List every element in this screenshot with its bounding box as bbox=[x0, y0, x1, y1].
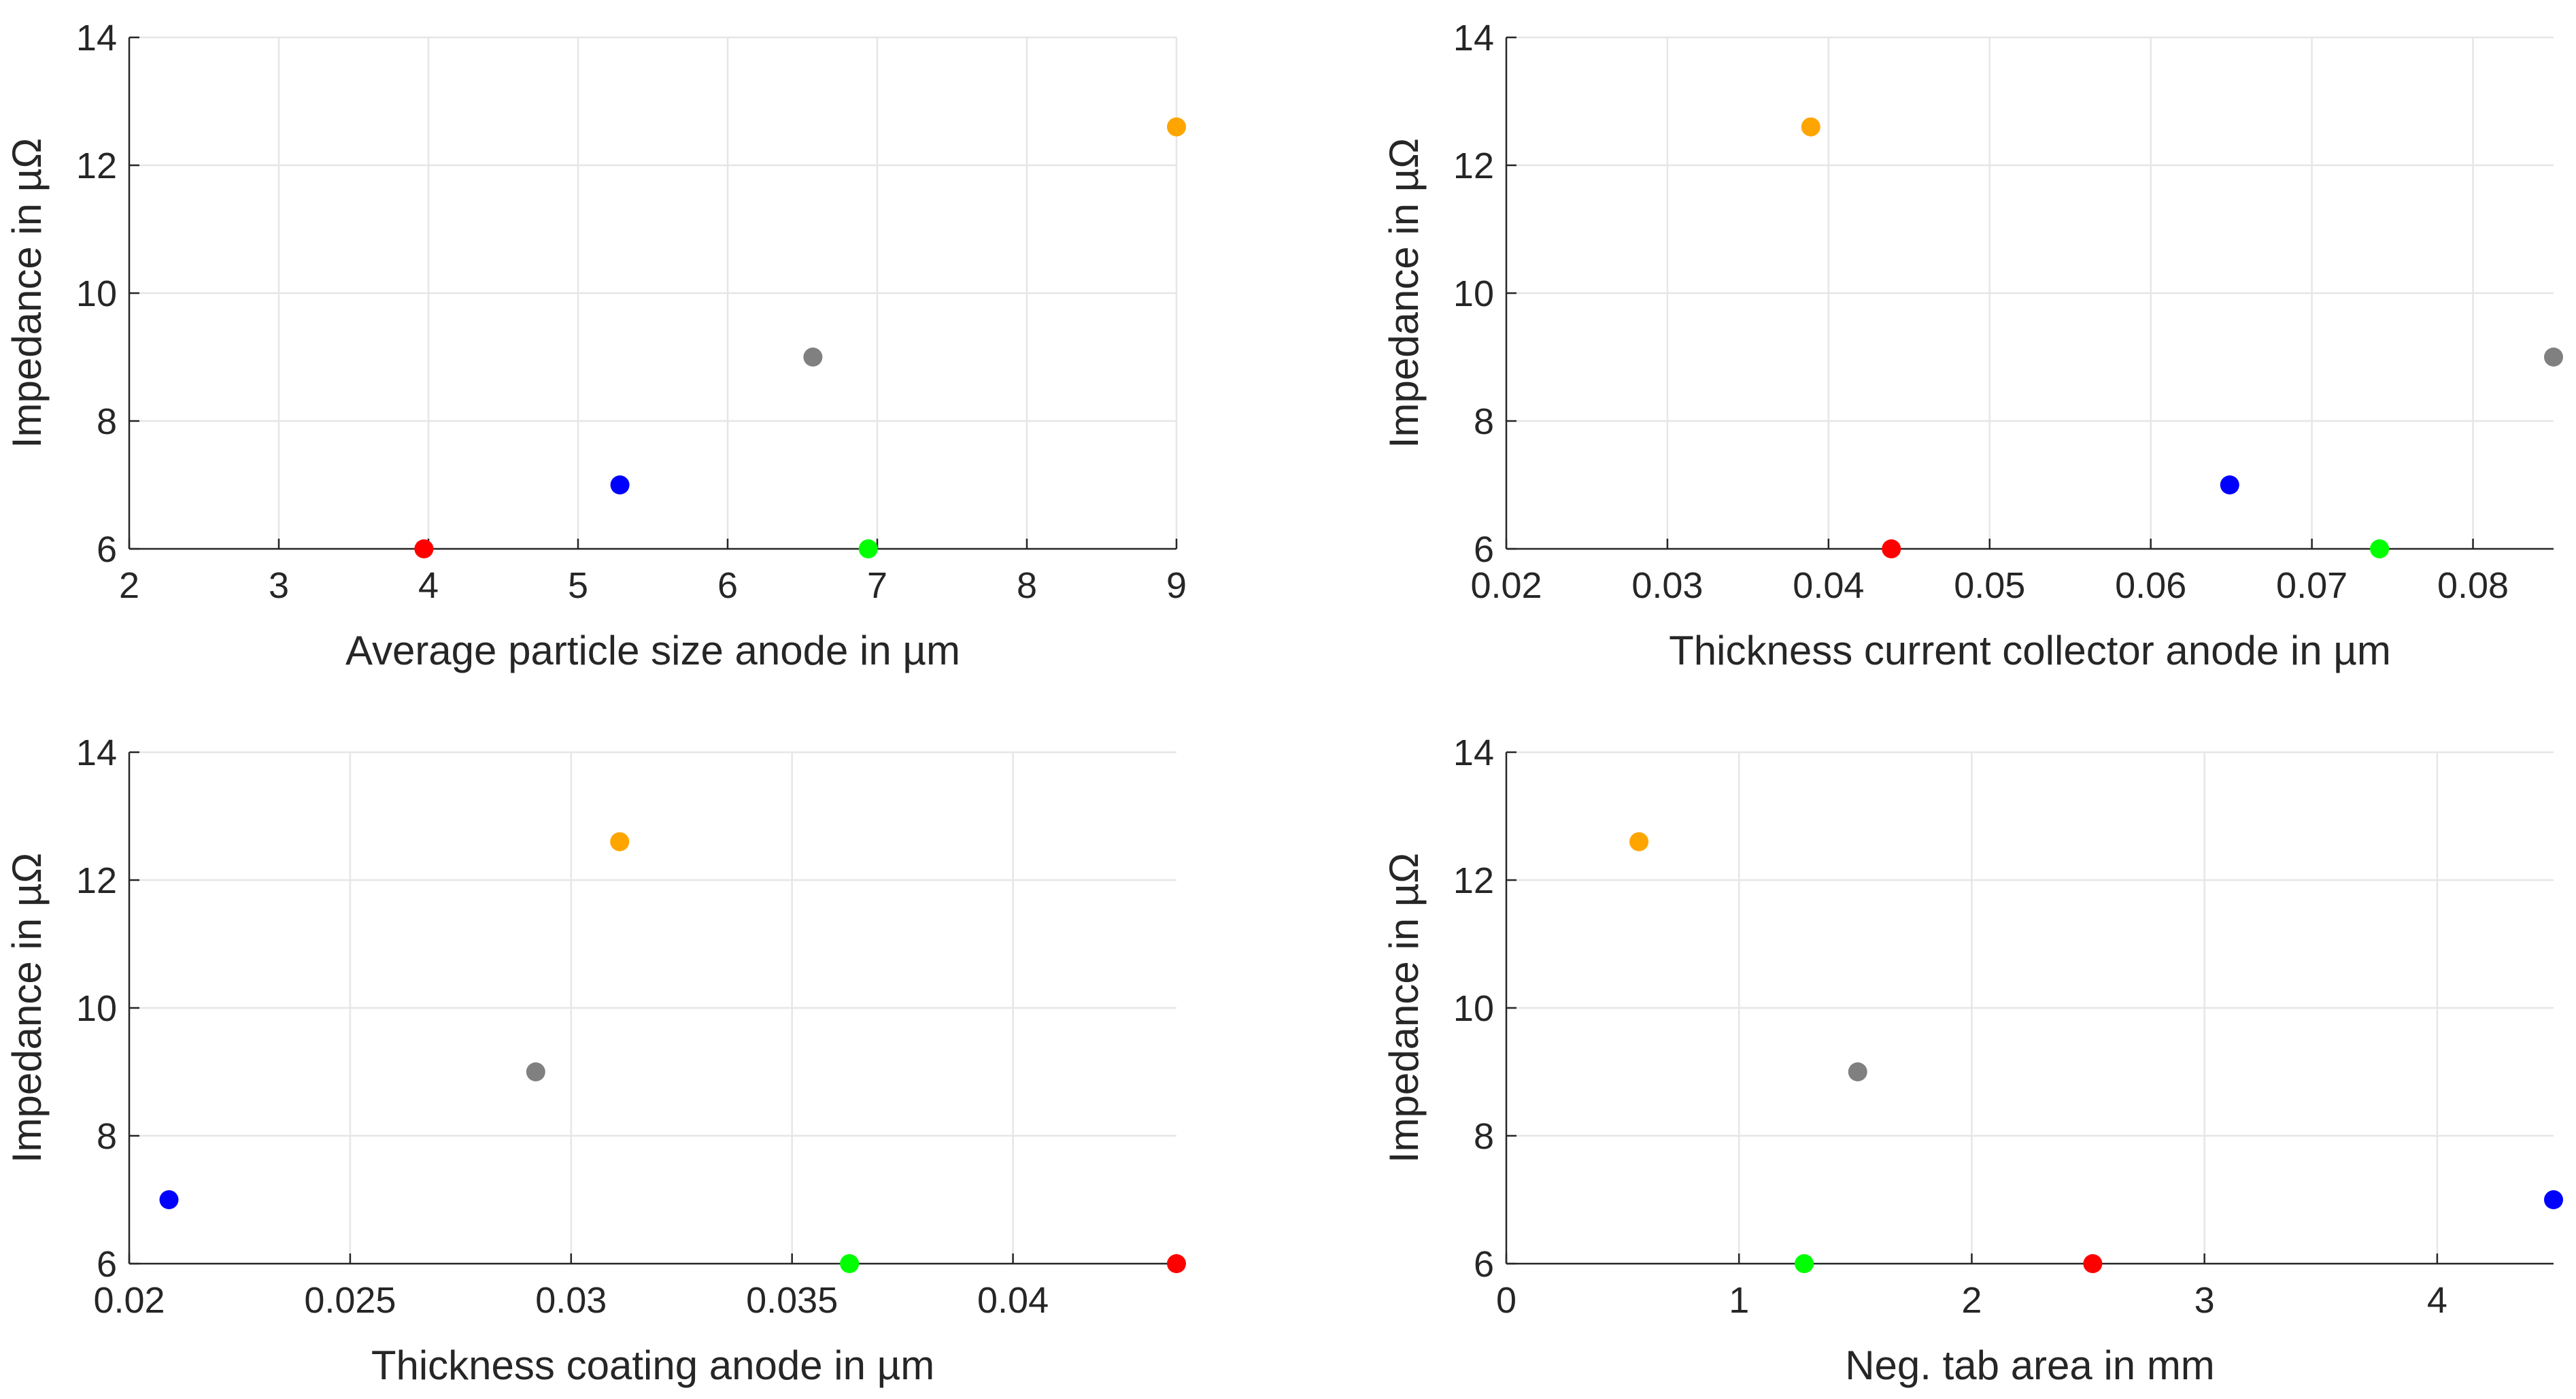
x-tick-label: 0.05 bbox=[1954, 565, 2025, 606]
x-tick-label: 0.06 bbox=[2115, 565, 2186, 606]
y-tick-label: 10 bbox=[76, 988, 117, 1029]
y-tick-label: 10 bbox=[1453, 988, 1494, 1029]
x-tick-label: 0.035 bbox=[746, 1280, 838, 1321]
y-axis-label: Impedance in µΩ bbox=[4, 138, 50, 448]
y-tick-label: 14 bbox=[76, 732, 117, 773]
x-tick-label: 2 bbox=[1961, 1280, 1982, 1321]
y-tick-label: 14 bbox=[1453, 18, 1494, 58]
y-tick-label: 14 bbox=[1453, 732, 1494, 773]
x-axis-label: Average particle size anode in µm bbox=[345, 628, 960, 673]
data-point bbox=[2544, 348, 2563, 367]
x-axis-label: Neg. tab area in mm bbox=[1845, 1343, 2215, 1388]
y-tick-label: 12 bbox=[1453, 146, 1494, 186]
x-tick-label: 0.04 bbox=[977, 1280, 1049, 1321]
x-tick-label: 8 bbox=[1017, 565, 1037, 606]
y-axis-label: Impedance in µΩ bbox=[1381, 138, 1427, 448]
x-tick-label: 0.03 bbox=[1631, 565, 1703, 606]
data-point bbox=[159, 1190, 179, 1209]
x-tick-label: 9 bbox=[1166, 565, 1187, 606]
y-tick-label: 12 bbox=[76, 860, 117, 901]
chart-panel-3: 0.02 0.025 0.03 0.035 0.04 6 8 10 12 14 Thickness … bbox=[4, 732, 1186, 1388]
y-axis-label: Impedance in µΩ bbox=[1381, 853, 1427, 1163]
y-tick-label: 8 bbox=[1474, 401, 1494, 442]
y-tick-label: 10 bbox=[76, 273, 117, 314]
x-tick-label: 0.04 bbox=[1793, 565, 1864, 606]
x-tick-label: 0.08 bbox=[2437, 565, 2509, 606]
data-point bbox=[1795, 1254, 1814, 1273]
y-tick-label: 6 bbox=[97, 1244, 117, 1285]
data-point bbox=[840, 1254, 860, 1273]
y-tick-label: 6 bbox=[1474, 529, 1494, 570]
x-tick-label: 4 bbox=[2427, 1280, 2447, 1321]
x-tick-label: 0.02 bbox=[93, 1280, 165, 1321]
data-point bbox=[2544, 1190, 2563, 1209]
data-point bbox=[610, 475, 630, 494]
x-axis-label: Thickness coating anode in µm bbox=[371, 1343, 934, 1388]
y-axis-label: Impedance in µΩ bbox=[4, 853, 50, 1163]
data-point bbox=[1167, 1254, 1186, 1273]
y-tick-label: 14 bbox=[76, 18, 117, 58]
x-tick-label: 2 bbox=[119, 565, 139, 606]
y-tick-label: 10 bbox=[1453, 273, 1494, 314]
data-point bbox=[2370, 539, 2390, 558]
x-tick-label: 1 bbox=[1729, 1280, 1749, 1321]
chart-panel-1: 2 3 4 5 6 7 8 9 6 8 10 12 14 Average particle size an… bbox=[4, 18, 1187, 673]
data-point bbox=[1629, 832, 1649, 852]
data-point bbox=[1882, 539, 1901, 558]
x-axis-label: Thickness current collector anode in µm bbox=[1669, 628, 2391, 673]
data-point bbox=[526, 1062, 545, 1081]
data-point bbox=[1801, 117, 1820, 137]
x-tick-label: 0.02 bbox=[1470, 565, 1542, 606]
x-tick-label: 0.07 bbox=[2276, 565, 2348, 606]
x-tick-label: 0 bbox=[1496, 1280, 1516, 1321]
x-tick-label: 0.025 bbox=[304, 1280, 396, 1321]
x-tick-label: 3 bbox=[2194, 1280, 2215, 1321]
x-tick-label: 7 bbox=[867, 565, 887, 606]
y-tick-label: 8 bbox=[97, 1116, 117, 1157]
y-tick-label: 6 bbox=[97, 529, 117, 570]
x-tick-label: 6 bbox=[717, 565, 738, 606]
y-tick-label: 12 bbox=[76, 146, 117, 186]
y-tick-label: 8 bbox=[1474, 1116, 1494, 1157]
data-point bbox=[2083, 1254, 2103, 1273]
x-tick-label: 0.03 bbox=[535, 1280, 607, 1321]
data-point bbox=[803, 348, 823, 367]
y-tick-label: 8 bbox=[97, 401, 117, 442]
x-tick-label: 5 bbox=[568, 565, 588, 606]
y-tick-label: 12 bbox=[1453, 860, 1494, 901]
chart-panel-2: 0.02 0.03 0.04 0.05 0.06 0.07 0.08 6 8 10 12 14 Thic… bbox=[1381, 18, 2563, 673]
data-point bbox=[1167, 117, 1186, 137]
data-point bbox=[858, 539, 878, 558]
x-tick-label: 3 bbox=[269, 565, 289, 606]
data-point bbox=[2220, 475, 2239, 494]
data-point bbox=[414, 539, 434, 558]
x-tick-label: 4 bbox=[418, 565, 439, 606]
data-point bbox=[1848, 1062, 1867, 1081]
y-tick-label: 6 bbox=[1474, 1244, 1494, 1285]
data-point bbox=[610, 832, 630, 852]
